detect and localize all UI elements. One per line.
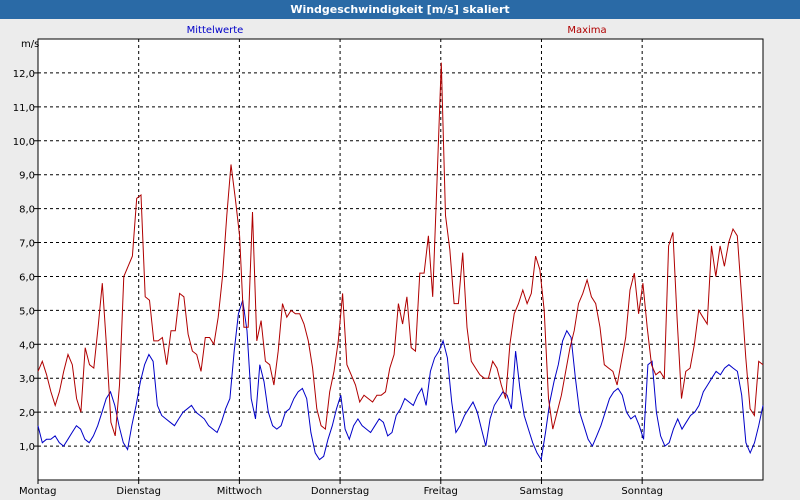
y-tick-label: 12,0 — [13, 69, 35, 80]
y-tick-label: 7,0 — [19, 239, 35, 250]
legend-mean: Mittelwerte — [187, 25, 244, 36]
series-line-maxima — [37, 62, 764, 437]
y-tick-label: 10,0 — [13, 137, 35, 148]
x-tick-day: Freitag — [424, 486, 458, 497]
x-tick-day: Samstag — [520, 486, 564, 497]
x-tick-day: Dienstag — [116, 486, 161, 497]
y-tick-label: 6,0 — [19, 272, 35, 283]
x-tick-day: Donnerstag — [311, 486, 369, 497]
y-tick-label: 4,0 — [19, 340, 35, 351]
series-group — [37, 62, 764, 461]
y-tick-label: 3,0 — [19, 374, 35, 385]
y-axis-unit: m/s — [21, 39, 39, 50]
x-tick-day: Sonntag — [621, 486, 663, 497]
x-tick-day: Montag — [19, 486, 56, 497]
y-tick-label: 2,0 — [19, 408, 35, 419]
y-axis-ticks: 1,0 2,0 3,0 4,0 5,0 6,0 7,0 8,0 9,0 10,0 11,0 12,0 — [13, 69, 38, 453]
y-tick-label: 11,0 — [13, 103, 35, 114]
plot-area — [37, 38, 764, 481]
x-tick-day: Mittwoch — [217, 486, 262, 497]
series-line-mittelwerte — [37, 300, 764, 461]
y-tick-label: 5,0 — [19, 306, 35, 317]
x-axis-ticks: Montag09.04.18Dienstag10.04.18Mittwoch11… — [19, 480, 663, 497]
wind-speed-chart: 1,02,03,04,05,06,07,08,09,010,011,012,0 … — [13, 25, 764, 497]
window-title: Windgeschwindigkeit [m/s] skaliert — [0, 0, 800, 19]
grid-lines — [38, 39, 763, 480]
y-tick-label: 8,0 — [19, 205, 35, 216]
legend-max: Maxima — [567, 25, 606, 36]
y-tick-label: 9,0 — [19, 171, 35, 182]
y-tick-label: 1,0 — [19, 442, 35, 453]
